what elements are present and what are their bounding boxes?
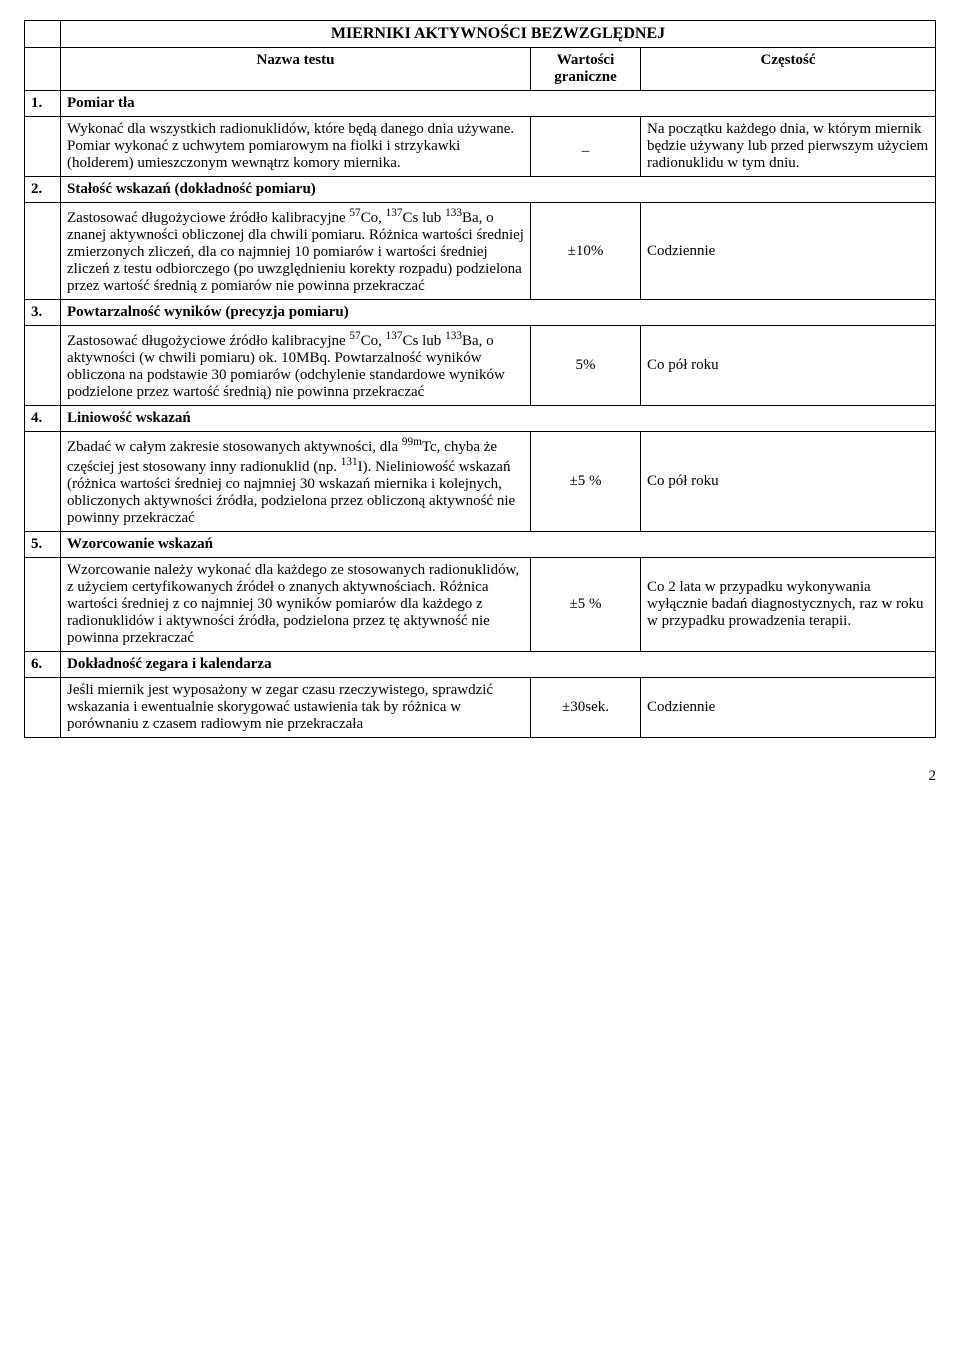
row-frequency: Co pół roku — [641, 432, 936, 532]
table-row: 6. Dokładność zegara i kalendarza — [25, 652, 936, 678]
section-title: Dokładność zegara i kalendarza — [61, 652, 936, 678]
table-row: Zbadać w całym zakresie stosowanych akty… — [25, 432, 936, 532]
table-row: Jeśli miernik jest wyposażony w zegar cz… — [25, 678, 936, 738]
table-header-row: Nazwa testu Wartości graniczne Częstość — [25, 48, 936, 91]
section-title: Liniowość wskazań — [61, 406, 936, 432]
row-description: Wzorcowanie należy wykonać dla każdego z… — [61, 558, 531, 652]
row-number: 4. — [25, 406, 61, 432]
row-frequency: Co pół roku — [641, 326, 936, 406]
row-number: 2. — [25, 177, 61, 203]
row-value: ±5 % — [531, 558, 641, 652]
table-row: Zastosować długożyciowe źródło kalibracy… — [25, 203, 936, 300]
header-freq: Częstość — [641, 48, 936, 91]
row-value: 5% — [531, 326, 641, 406]
row-frequency: Codziennie — [641, 203, 936, 300]
row-description: Zastosować długożyciowe źródło kalibracy… — [61, 326, 531, 406]
table-row: 5. Wzorcowanie wskazań — [25, 532, 936, 558]
qc-table: MIERNIKI AKTYWNOŚCI BEZWZGLĘDNEJ Nazwa t… — [24, 20, 936, 738]
page-number: 2 — [24, 768, 936, 785]
table-row: 2. Stałość wskazań (dokładność pomiaru) — [25, 177, 936, 203]
row-number: 1. — [25, 91, 61, 117]
table-row: 1. Pomiar tła — [25, 91, 936, 117]
row-value: _ — [531, 117, 641, 177]
table-row: Zastosować długożyciowe źródło kalibracy… — [25, 326, 936, 406]
table-title-row: MIERNIKI AKTYWNOŚCI BEZWZGLĘDNEJ — [25, 21, 936, 48]
table-title: MIERNIKI AKTYWNOŚCI BEZWZGLĘDNEJ — [61, 21, 936, 48]
table-row: Wykonać dla wszystkich radionuklidów, kt… — [25, 117, 936, 177]
table-row: 3. Powtarzalność wyników (precyzja pomia… — [25, 300, 936, 326]
row-frequency: Codziennie — [641, 678, 936, 738]
header-val: Wartości graniczne — [531, 48, 641, 91]
header-name: Nazwa testu — [61, 48, 531, 91]
row-description: Zastosować długożyciowe źródło kalibracy… — [61, 203, 531, 300]
row-description: Zbadać w całym zakresie stosowanych akty… — [61, 432, 531, 532]
row-number: 6. — [25, 652, 61, 678]
row-frequency: Na początku każdego dnia, w którym miern… — [641, 117, 936, 177]
row-value: ±10% — [531, 203, 641, 300]
section-title: Pomiar tła — [61, 91, 936, 117]
row-description: Jeśli miernik jest wyposażony w zegar cz… — [61, 678, 531, 738]
row-value: ±5 % — [531, 432, 641, 532]
section-title: Stałość wskazań (dokładność pomiaru) — [61, 177, 936, 203]
row-value: ±30sek. — [531, 678, 641, 738]
row-description: Wykonać dla wszystkich radionuklidów, kt… — [61, 117, 531, 177]
section-title: Powtarzalność wyników (precyzja pomiaru) — [61, 300, 936, 326]
row-frequency: Co 2 lata w przypadku wykonywania wyłącz… — [641, 558, 936, 652]
table-row: Wzorcowanie należy wykonać dla każdego z… — [25, 558, 936, 652]
table-row: 4. Liniowość wskazań — [25, 406, 936, 432]
row-number: 5. — [25, 532, 61, 558]
row-number: 3. — [25, 300, 61, 326]
section-title: Wzorcowanie wskazań — [61, 532, 936, 558]
